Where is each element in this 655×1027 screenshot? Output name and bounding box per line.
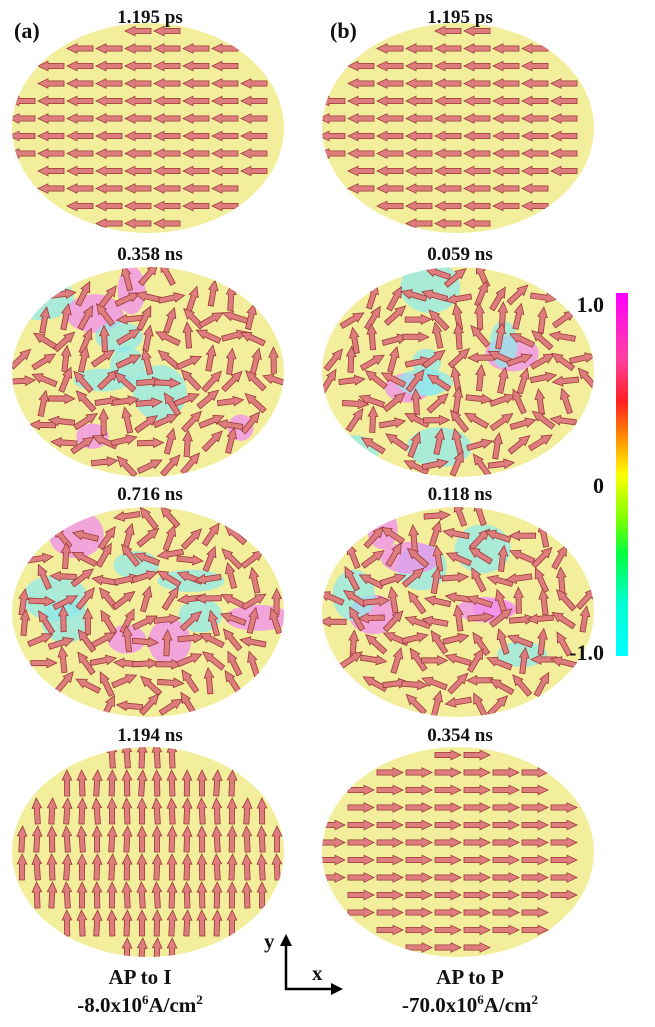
current: -70.0x106A/cm2 — [402, 992, 538, 1017]
time-label: 1.195 ps — [117, 7, 182, 28]
time-label: 0.358 ns — [117, 244, 182, 265]
snapshot — [318, 261, 599, 478]
colorbar-tick: 1.0 — [577, 292, 605, 317]
disk — [12, 23, 284, 233]
snapshot — [9, 23, 284, 233]
current: -8.0x106A/cm2 — [77, 992, 203, 1017]
snapshot — [7, 259, 289, 478]
caption: AP to I — [109, 965, 172, 989]
domain-blob — [400, 261, 460, 313]
time-label: 0.354 ns — [427, 725, 492, 746]
caption: AP to P — [436, 965, 504, 989]
snapshot — [12, 742, 284, 965]
panels: 1.195 ps 0.358 ns 0.716 ns 1.194 ns 1.195 ps… — [7, 7, 599, 964]
time-label: 0.118 ns — [428, 484, 492, 505]
time-label: 1.195 ps — [427, 7, 492, 28]
time-label: 0.059 ns — [427, 244, 492, 265]
time-label: 0.716 ns — [117, 484, 182, 505]
disk — [322, 23, 594, 233]
snapshot — [319, 747, 594, 957]
panel-label: (a) — [14, 18, 40, 43]
snapshot — [319, 23, 594, 233]
colorbar-tick: -1.0 — [569, 640, 604, 665]
axis-label: y — [264, 929, 275, 953]
panel-label: (b) — [330, 18, 357, 43]
colorbar — [616, 293, 628, 656]
time-label: 1.194 ns — [117, 725, 182, 746]
figure: 1.195 ps 0.358 ns 0.716 ns 1.194 ns 1.195 ps… — [0, 0, 655, 1027]
snapshot — [12, 503, 291, 721]
axis-label: x — [312, 961, 323, 985]
disk — [322, 747, 594, 957]
snapshot — [317, 499, 599, 719]
colorbar-tick: 0 — [593, 473, 604, 498]
